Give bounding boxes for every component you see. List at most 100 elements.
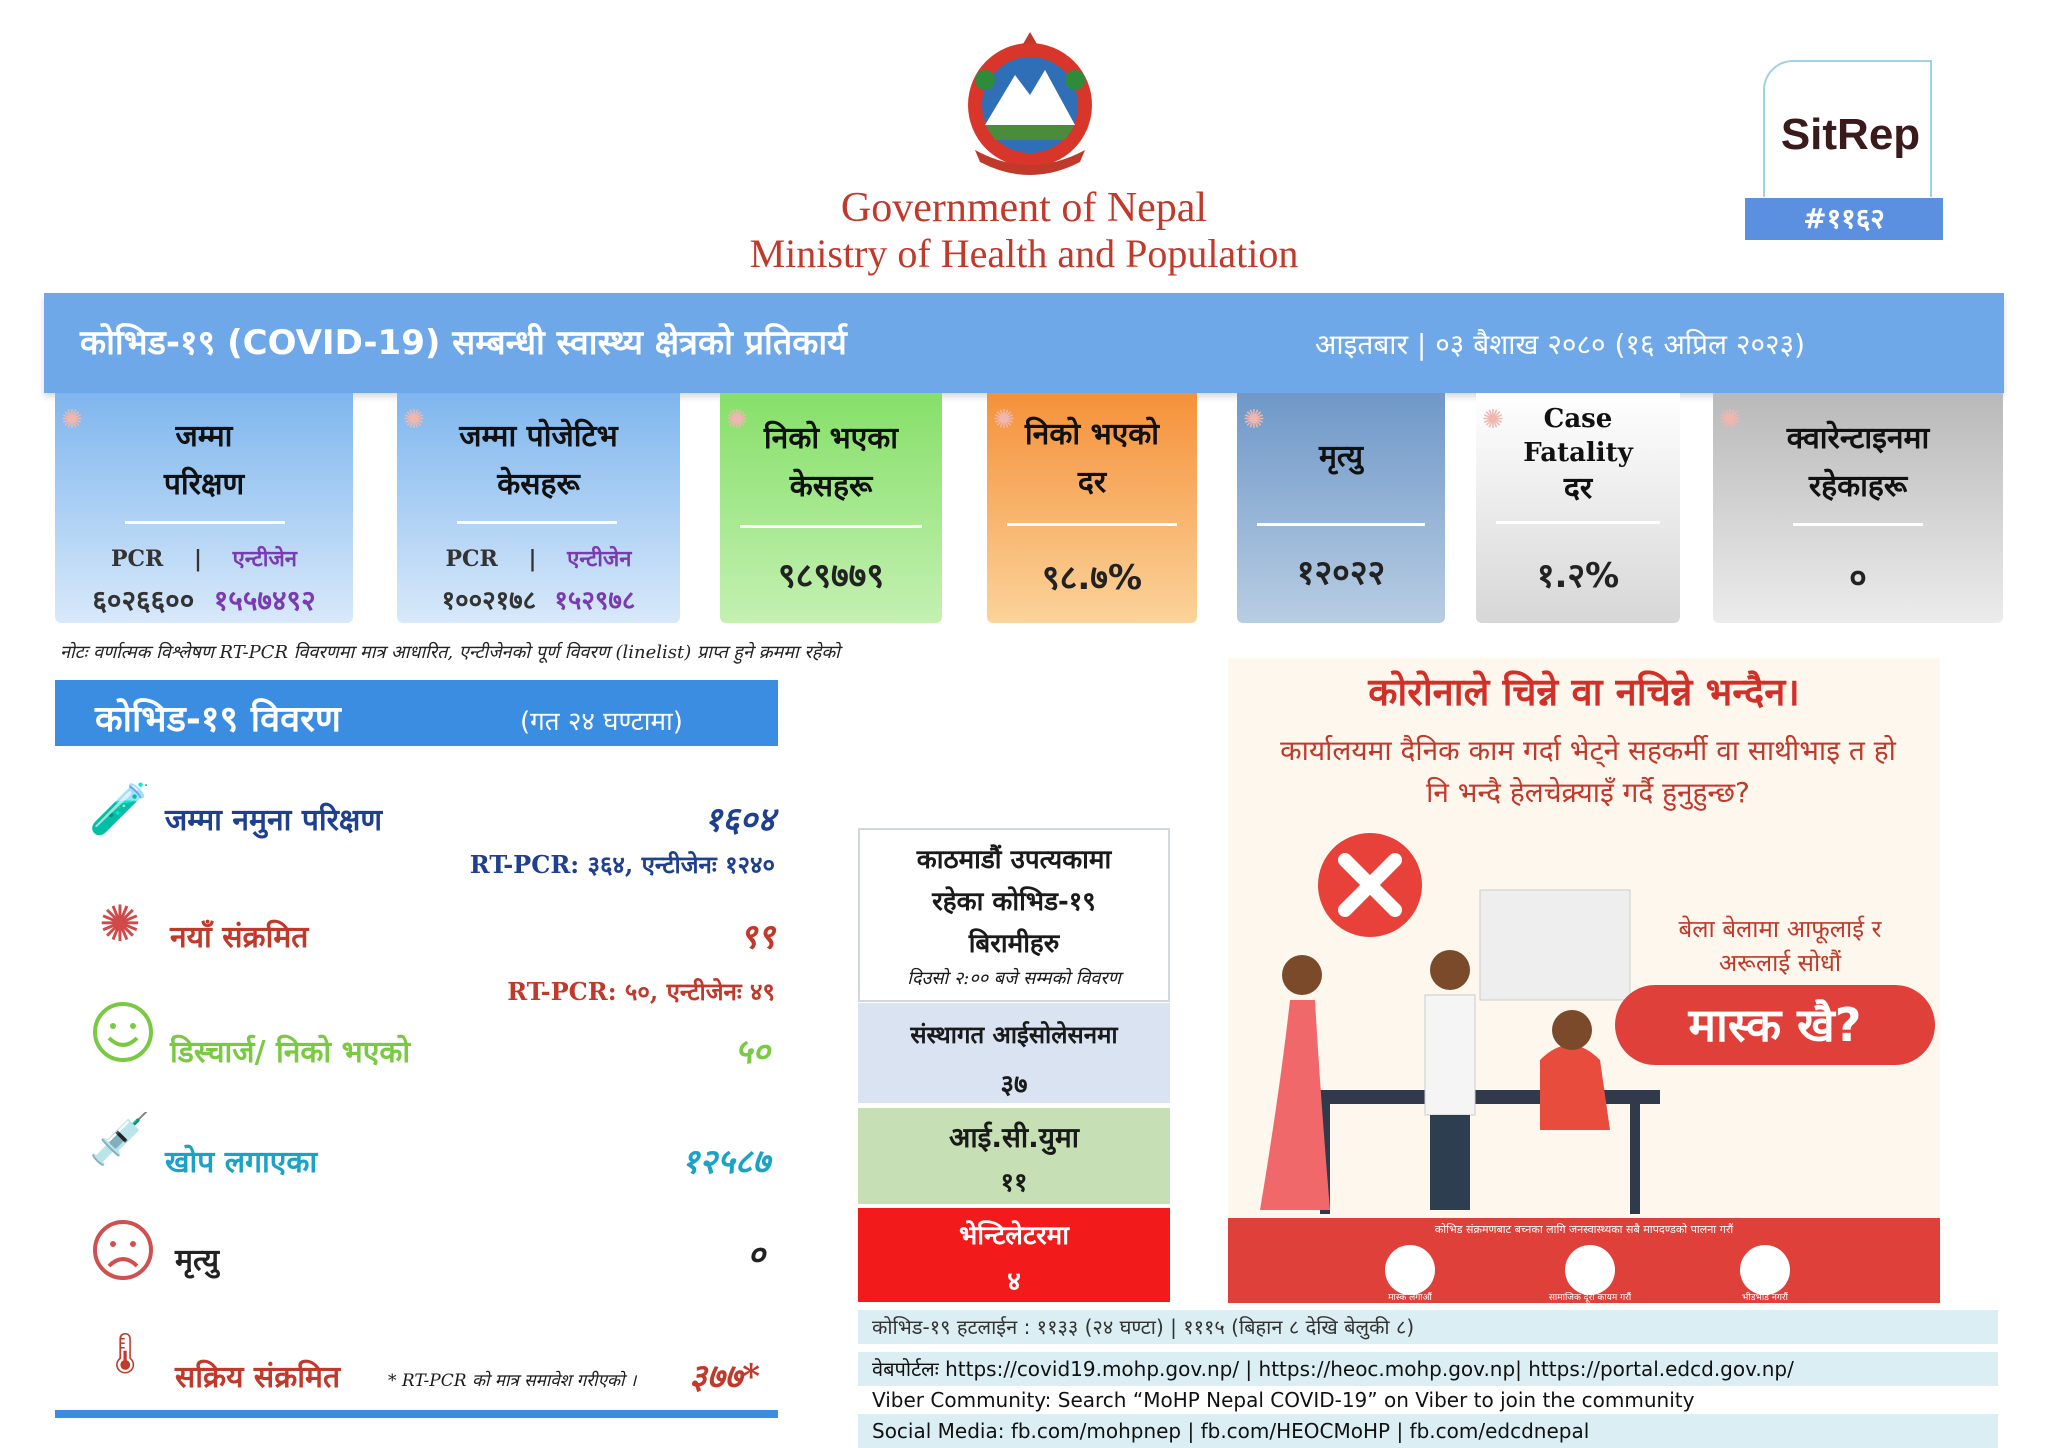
social-links[interactable]: Social Media: fb.com/mohpnep | fb.com/HE… — [872, 1419, 1590, 1443]
gov-line-2: Ministry of Health and Population — [749, 231, 1299, 276]
sitrep-number: #११६२ — [1745, 198, 1943, 240]
row-label-tests: जम्मा नमुना परिक्षण — [165, 803, 383, 838]
card-label-1: Case — [1543, 404, 1613, 434]
row-value-active: ३७७* — [689, 1357, 760, 1397]
hotline-text: कोभिड-१९ हटलाईन : ११३३ (२४ घण्टा) | १११५… — [872, 1315, 1415, 1339]
panel-bottom-rule — [55, 1410, 778, 1418]
deaths-value: १२०२२ — [1296, 553, 1386, 593]
card-total-positive: ✺ जम्मा पोजेटिभ केसहरू PCR | एन्टीजेन १०… — [397, 393, 680, 623]
icu-label: आई.सी.युमा — [948, 1121, 1080, 1154]
nepal-emblem — [945, 30, 1115, 175]
row-value-vaccinated: १२५८७ — [681, 1142, 770, 1182]
sad-face-icon — [88, 1218, 158, 1294]
divider — [1007, 523, 1177, 526]
virus-icon: ✺ — [403, 405, 425, 435]
icu-value: ११ — [1000, 1168, 1028, 1198]
row-label-deaths: मृत्यु — [175, 1243, 220, 1278]
card-label-1: निको भएका — [763, 421, 899, 456]
card-total-tests: ✺ जम्मा परिक्षण PCR | एन्टीजेन ६०२६६०० १… — [55, 393, 353, 623]
detail-title: कोभिड-१९ विवरण — [95, 699, 341, 740]
viber-text: Viber Community: Search “MoHP Nepal COVI… — [872, 1388, 1695, 1412]
separator: | — [528, 546, 537, 572]
band-item-crowd — [1740, 1245, 1790, 1295]
band-item-distance — [1565, 1245, 1615, 1295]
virus-icon: ✺ — [61, 405, 83, 435]
virus-icon: ✺ — [99, 895, 141, 953]
icu-cell — [858, 1108, 1170, 1204]
web-label: वेबपोर्टलः — [872, 1357, 939, 1381]
isolation-value: ३७ — [1000, 1070, 1028, 1100]
virus-icon: ✺ — [993, 405, 1015, 435]
card-label-3: दर — [1563, 471, 1593, 506]
web-row: वेबपोर्टलः https://covid19.mohp.gov.np/ … — [858, 1352, 1998, 1386]
row-value-deaths: ० — [747, 1235, 765, 1275]
poster-headline: कोरोनाले चिन्ने वा नचिन्ने भन्दैन। — [1368, 670, 1800, 714]
row-label-new-cases: नयाँ संक्रमित — [170, 920, 309, 955]
card-label-1: मृत्यु — [1318, 439, 1364, 474]
pcr-value: १००२१७८ — [441, 586, 537, 616]
viber-row: Viber Community: Search “MoHP Nepal COVI… — [858, 1386, 1998, 1414]
row-sub-tests: RT-PCR: ३६४, एन्टीजेनः १२४० — [469, 850, 775, 879]
note-text: नोटः वर्णात्मक विश्लेषण RT-PCR विवरणमा म… — [60, 642, 840, 663]
sitrep-frame — [1763, 60, 1932, 197]
antigen-label: एन्टीजेन — [232, 546, 298, 572]
poster-side-text: बेला बेलामा आफूलाई र अरूलाई सोधौं — [1678, 915, 1882, 977]
card-deaths: ✺ मृत्यु १२०२२ — [1237, 393, 1445, 623]
detail-header — [55, 680, 778, 746]
card-label-2: दर — [1077, 465, 1107, 500]
pcr-value: ६०२६६०० — [92, 584, 195, 617]
divider — [457, 521, 617, 524]
card-quarantine: ✺ क्वारेन्टाइनमा रहेकाहरू ० — [1713, 393, 2003, 623]
virus-icon: ✺ — [726, 405, 748, 435]
report-date: आइतबार | ०३ बैशाख २०८० (१६ अप्रिल २०२३) — [1315, 328, 1806, 361]
card-label-1: जम्मा — [175, 419, 233, 454]
hotline-row: कोभिड-१९ हटलाईन : ११३३ (२४ घण्टा) | १११५… — [858, 1310, 1998, 1344]
row-value-new-cases: ९९ — [739, 917, 775, 957]
antigen-value: १५५७४९२ — [213, 584, 316, 617]
antigen-value: १५२९७८ — [554, 586, 636, 616]
government-title: Government of Nepal Ministry of Health a… — [0, 185, 2048, 277]
sitrep-label: SitRep — [1780, 110, 1921, 159]
recovery-rate-value: ९८.७% — [1041, 558, 1143, 598]
cfr-value: १.२% — [1536, 556, 1620, 596]
valley-header-box — [858, 828, 1170, 1002]
divider — [1496, 521, 1660, 524]
divider — [1257, 523, 1425, 526]
divider — [125, 521, 285, 524]
social-row: Social Media: fb.com/mohpnep | fb.com/HE… — [858, 1414, 1998, 1448]
recovered-value: ९८९७७९ — [777, 556, 885, 596]
divider — [740, 525, 922, 528]
row-label-vaccinated: खोप लगाएका — [165, 1145, 318, 1180]
band-item-mask — [1385, 1245, 1435, 1295]
quarantine-value: ० — [1849, 558, 1867, 598]
card-label-2: परिक्षण — [163, 467, 245, 502]
web-links[interactable]: https://covid19.mohp.gov.np/ | https://h… — [945, 1357, 1794, 1381]
smiley-icon — [88, 1000, 158, 1076]
virus-icon: ✺ — [1719, 405, 1741, 435]
thermometer-icon: 🌡 — [99, 1331, 151, 1377]
card-recovery-rate: ✺ निको भएको दर ९८.७% — [987, 393, 1197, 623]
mask-pill: मास्क खै? — [1615, 985, 1935, 1065]
row-footnote-active: * RT-PCR को मात्र समावेश गरीएको । — [388, 1371, 637, 1391]
band-item-crowd-label: भीडभाड नगरौं — [1742, 1293, 1788, 1303]
valley-line-2: रहेका कोभिड-१९ — [932, 887, 1096, 917]
valley-time-note: दिउसो २:०० बजे सम्मको विवरण — [907, 968, 1121, 989]
ventilator-label: भेन्टिलेटरमा — [959, 1221, 1069, 1251]
isolation-cell — [858, 1003, 1170, 1103]
poster-band-text: कोभिड संक्रमणबाट बच्नका लागि जनस्वास्थ्य… — [1434, 1223, 1734, 1236]
row-label-discharged: डिस्चार्ज/ निको भएको — [170, 1035, 411, 1070]
card-label-2: केसहरू — [497, 467, 580, 502]
ventilator-cell — [858, 1208, 1170, 1302]
row-sub-new-cases: RT-PCR: ५०, एन्टीजेनः ४९ — [507, 977, 775, 1006]
card-case-fatality: ✺ Case Fatality दर १.२% — [1476, 393, 1680, 623]
card-label-1: क्वारेन्टाइनमा — [1786, 421, 1930, 456]
ventilator-value: ४ — [1007, 1267, 1021, 1297]
row-value-discharged: ५० — [734, 1032, 770, 1072]
test-tube-icon: 🧪 — [88, 780, 152, 838]
band-item-distance-label: सामाजिक दूरी कायम गरौं — [1548, 1293, 1632, 1303]
row-value-tests: १६०४ — [704, 800, 775, 840]
card-recovered: ✺ निको भएका केसहरू ९८९७७९ — [720, 393, 942, 623]
card-label-2: केसहरू — [789, 469, 873, 504]
pcr-label: PCR — [110, 546, 164, 572]
virus-icon: ✺ — [1243, 405, 1265, 435]
